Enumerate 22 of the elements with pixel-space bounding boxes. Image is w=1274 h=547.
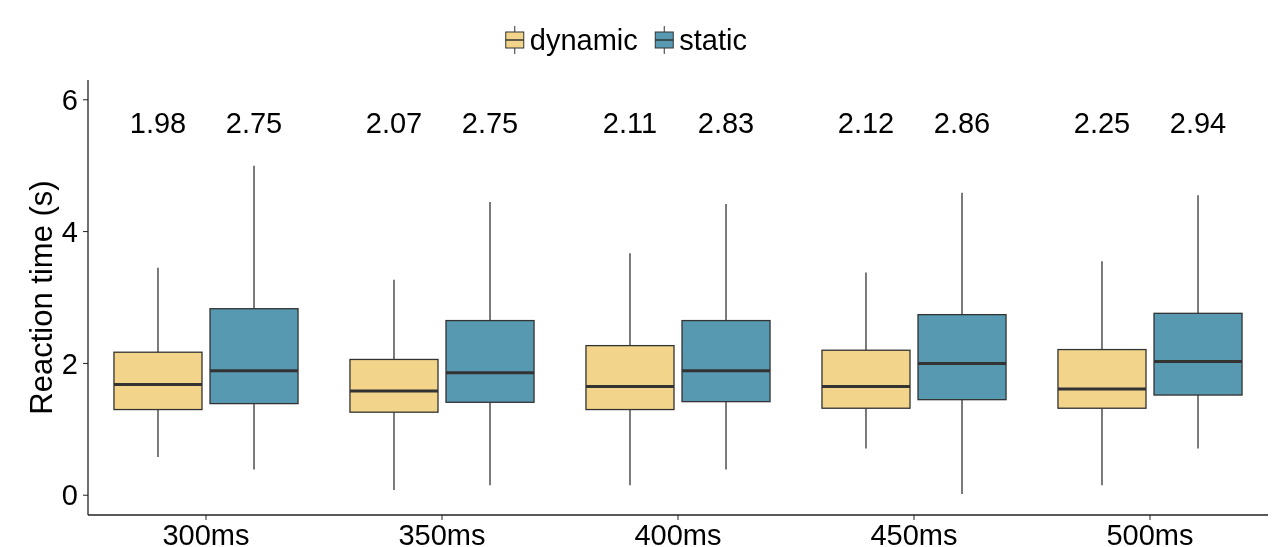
x-tick-label: 400ms: [634, 519, 722, 547]
text: 2.12: [837, 107, 895, 139]
legend-label: static: [679, 24, 747, 56]
y-tick-label: 0: [61, 479, 78, 512]
y-tick-label: 2: [61, 347, 78, 380]
y-tick-label: 4: [61, 215, 78, 248]
x-tick-label: 350ms: [398, 519, 486, 547]
y-axis-title: Reaction time (s): [24, 180, 59, 415]
text: 1.98: [129, 107, 187, 139]
text: 2.75: [225, 107, 283, 139]
x-tick-label: 500ms: [1106, 519, 1194, 547]
x-tick-label: 450ms: [870, 519, 958, 547]
text: 2.07: [365, 107, 423, 139]
x-tick-label: 300ms: [162, 519, 250, 547]
y-tick-label: 6: [61, 83, 78, 116]
text: 2.25: [1073, 107, 1131, 139]
legend-label: dynamic: [529, 24, 638, 56]
text: 2.11: [602, 107, 658, 139]
text: 2.86: [933, 107, 991, 139]
text: 2.75: [461, 107, 519, 139]
text: 2.83: [697, 107, 755, 139]
text: 2.94: [1169, 107, 1227, 139]
